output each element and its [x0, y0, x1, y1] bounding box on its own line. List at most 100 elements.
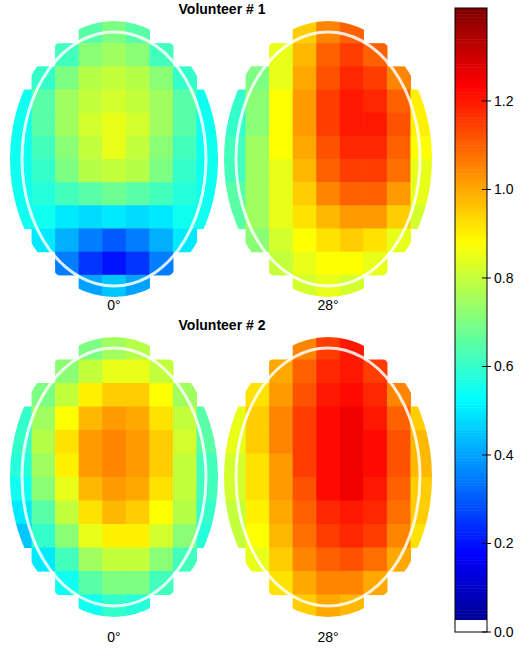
brain-map — [222, 336, 435, 619]
cell — [363, 454, 387, 478]
cell — [316, 205, 340, 229]
colorbar-step — [455, 404, 487, 408]
colorbar-step — [455, 460, 487, 464]
colorbar-step — [455, 323, 487, 327]
colorbar-step — [455, 189, 487, 193]
colorbar-step — [455, 382, 487, 386]
colorbar-step — [455, 345, 487, 349]
colorbar-step — [455, 501, 487, 505]
colorbar-step — [455, 298, 487, 302]
cell — [363, 477, 387, 501]
cell — [55, 159, 79, 183]
cell — [363, 66, 387, 90]
colorbar-step — [455, 454, 487, 458]
colorbar-step — [455, 111, 487, 115]
colorbar-tick — [482, 632, 487, 633]
cell — [149, 136, 173, 160]
colorbar-step — [455, 33, 487, 37]
colorbar-step — [455, 320, 487, 324]
cell — [102, 501, 126, 525]
colorbar-step — [455, 588, 487, 592]
cell — [173, 430, 197, 454]
cell — [269, 430, 293, 454]
colorbar-tick — [487, 454, 491, 455]
cell — [363, 360, 387, 384]
colorbar-step — [455, 245, 487, 249]
cell — [340, 501, 364, 525]
colorbar-step — [455, 361, 487, 365]
cell — [410, 477, 434, 501]
cell — [79, 90, 103, 114]
cell — [149, 477, 173, 501]
colorbar-step — [455, 598, 487, 602]
cell — [316, 548, 340, 572]
colorbar-step — [455, 186, 487, 190]
cell — [363, 407, 387, 431]
colorbar-step — [455, 417, 487, 421]
skull-ring — [236, 32, 420, 286]
angle-label: 0° — [107, 629, 120, 645]
cell — [316, 407, 340, 431]
colorbar-step — [455, 548, 487, 552]
colorbar-step — [455, 538, 487, 542]
cell — [363, 430, 387, 454]
cell — [55, 454, 79, 478]
colorbar-step — [455, 230, 487, 234]
cell — [363, 383, 387, 407]
cell — [410, 136, 434, 160]
colorbar-step — [455, 432, 487, 436]
colorbar-step — [455, 623, 487, 627]
colorbar-tick — [487, 366, 491, 367]
cell — [102, 113, 126, 137]
cell — [149, 182, 173, 206]
colorbar-step — [455, 117, 487, 121]
brain-map — [8, 20, 221, 299]
cell — [126, 43, 150, 67]
cell — [32, 113, 56, 137]
cell — [269, 205, 293, 229]
cell — [149, 571, 173, 595]
cell — [363, 136, 387, 160]
colorbar-step — [455, 557, 487, 561]
cell — [32, 430, 56, 454]
cell — [196, 136, 220, 160]
cell — [102, 229, 126, 253]
cell — [126, 229, 150, 253]
cell — [316, 454, 340, 478]
colorbar-step — [455, 620, 487, 624]
colorbar-step — [455, 176, 487, 180]
cell — [340, 136, 364, 160]
colorbar-tick — [482, 189, 487, 190]
cell — [149, 501, 173, 525]
cell — [102, 548, 126, 572]
cell — [293, 383, 317, 407]
cell — [316, 43, 340, 67]
colorbar-step — [455, 479, 487, 483]
colorbar-step — [455, 80, 487, 84]
colorbar-label: 1.2 — [494, 93, 514, 109]
colorbar-step — [455, 279, 487, 283]
colorbar-step — [455, 127, 487, 131]
colorbar-step — [455, 442, 487, 446]
colorbar-step — [455, 510, 487, 514]
cell — [293, 407, 317, 431]
colorbar-tick — [487, 632, 491, 633]
cell — [340, 229, 364, 253]
cell — [79, 136, 103, 160]
colorbar-step — [455, 167, 487, 171]
cell — [8, 159, 32, 183]
colorbar-step — [455, 308, 487, 312]
colorbar-step — [455, 439, 487, 443]
cell — [102, 407, 126, 431]
colorbar-step — [455, 329, 487, 333]
colorbar-step — [455, 607, 487, 611]
colorbar-step — [455, 435, 487, 439]
colorbar-step — [455, 192, 487, 196]
cell — [79, 548, 103, 572]
colorbar-step — [455, 214, 487, 218]
cell — [126, 136, 150, 160]
cell — [316, 360, 340, 384]
cell — [126, 205, 150, 229]
colorbar-step — [455, 485, 487, 489]
colorbar-step — [455, 582, 487, 586]
